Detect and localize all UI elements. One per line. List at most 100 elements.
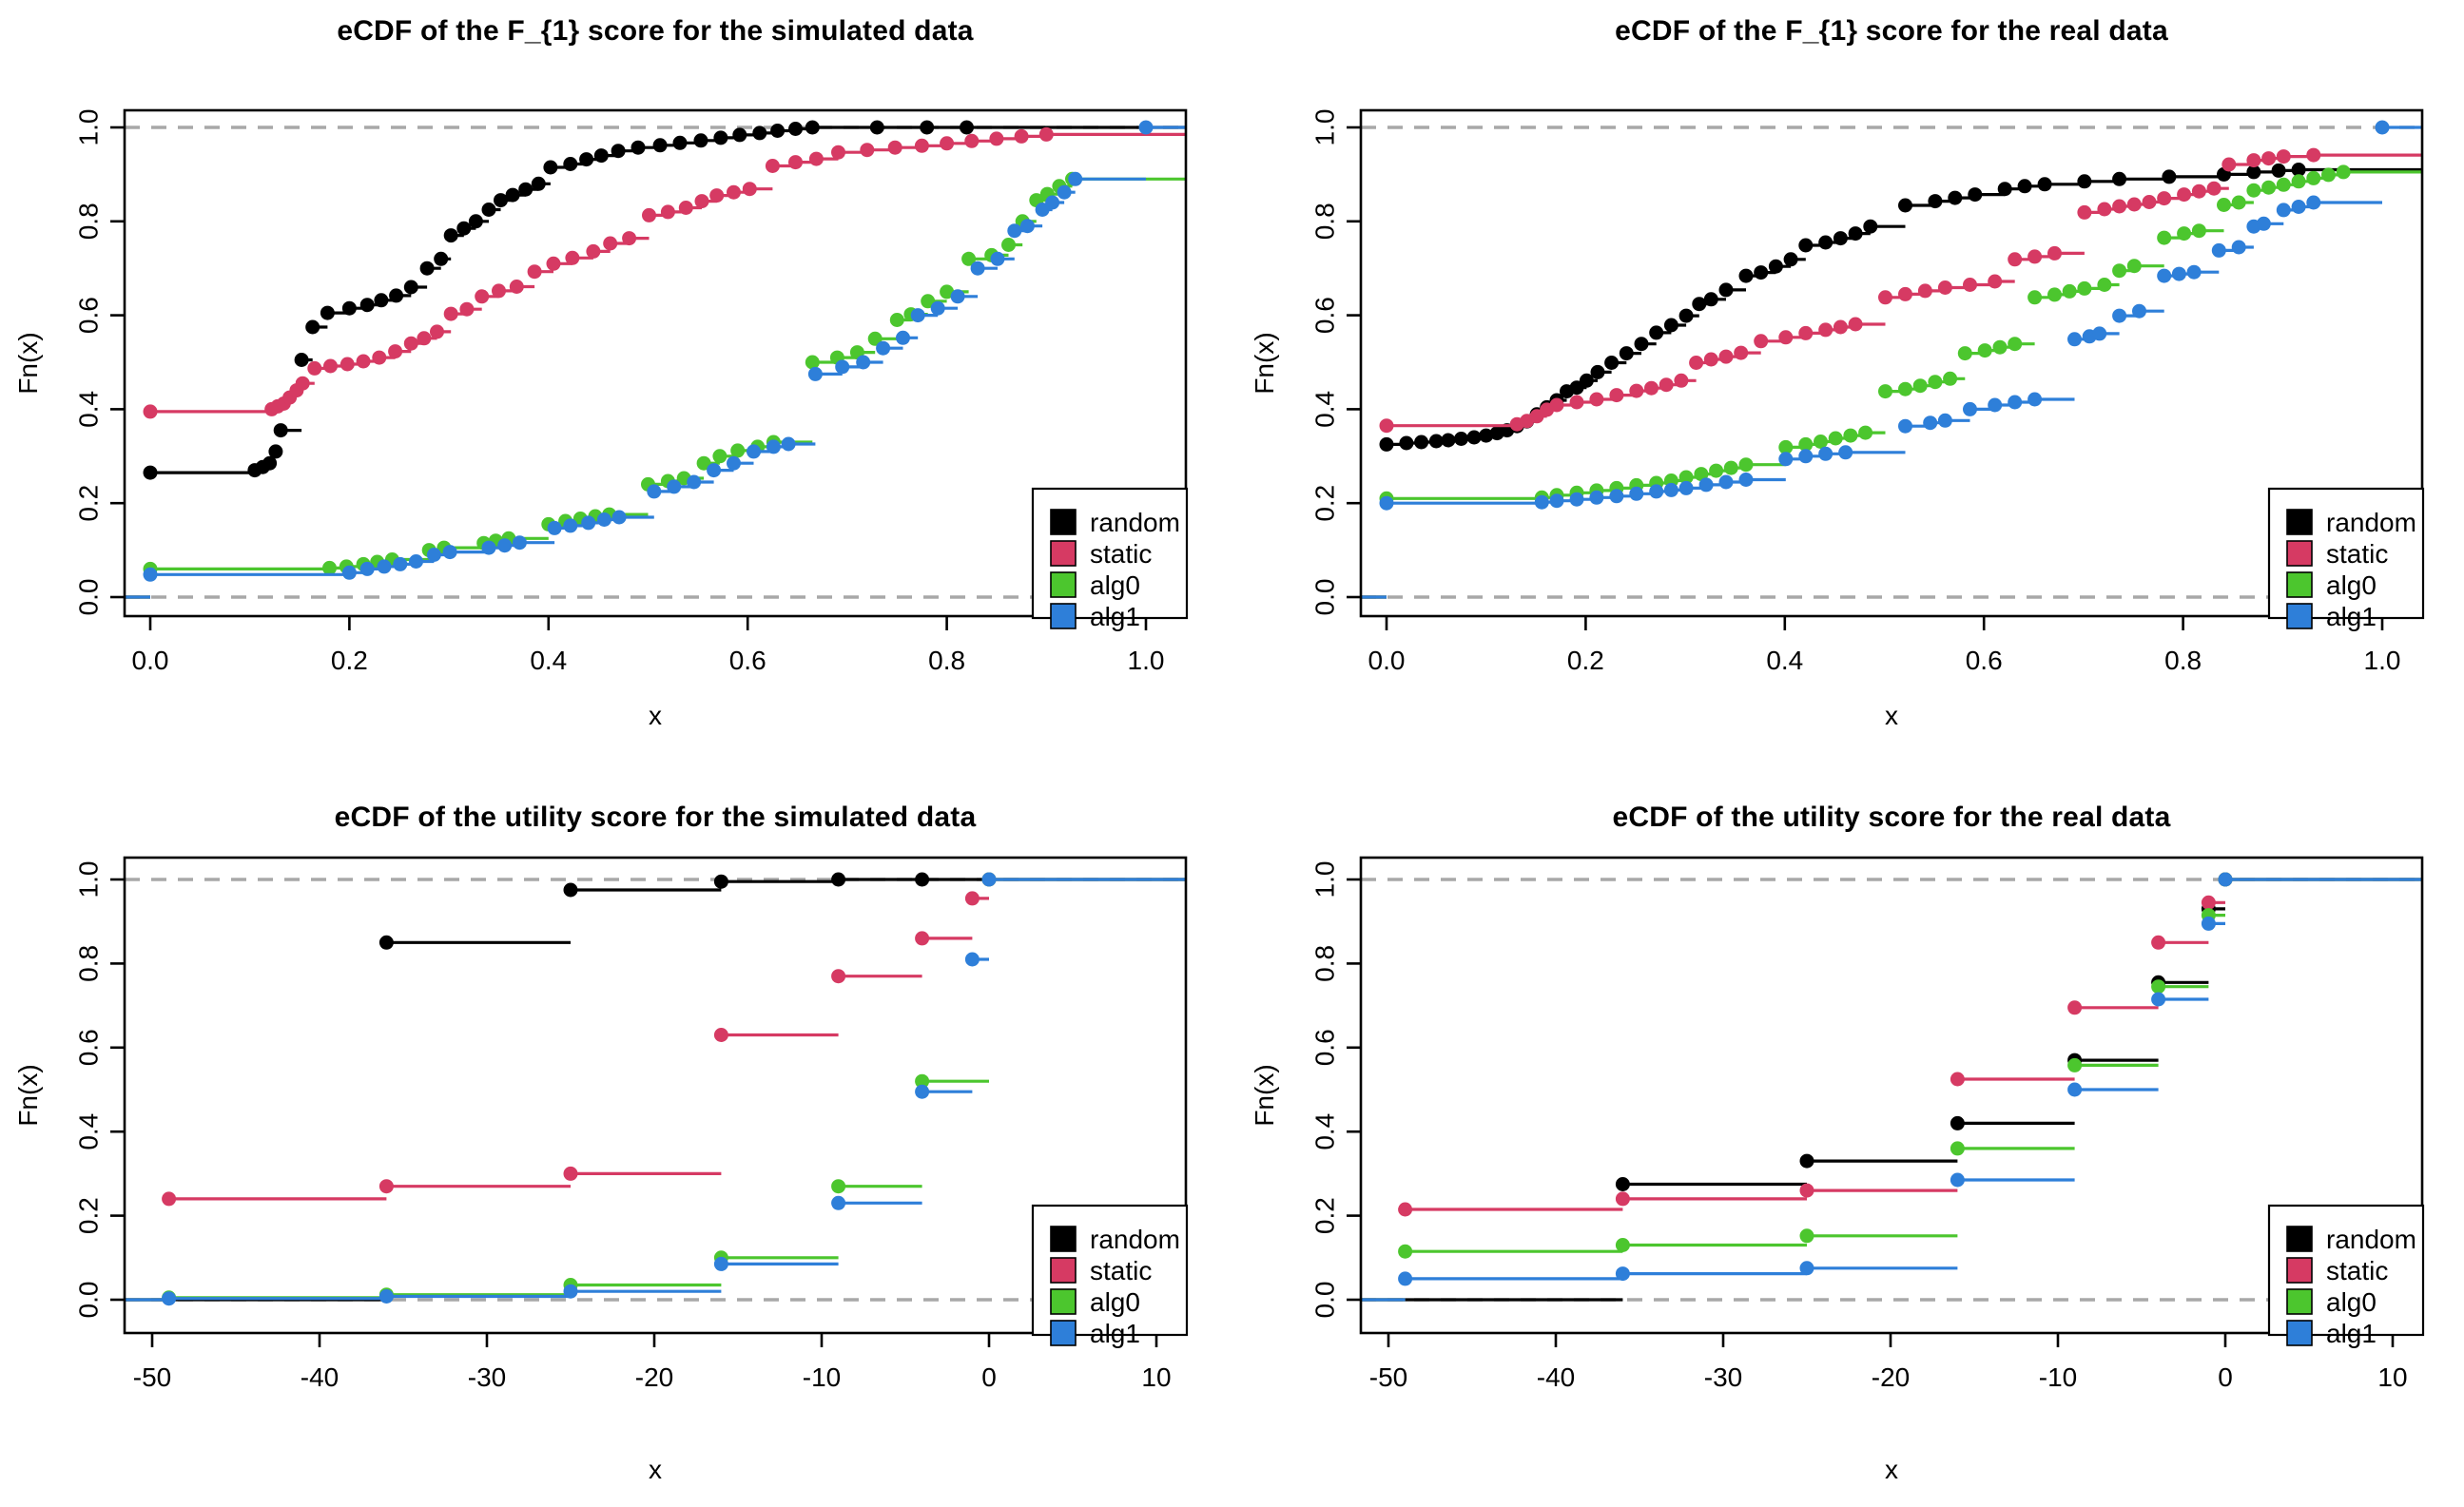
panel-title-top-right: eCDF of the F_{1} score for the real dat… (1615, 15, 2168, 47)
data-point (2186, 264, 2202, 280)
data-point (2231, 195, 2246, 210)
data-point (1799, 1261, 1814, 1276)
legend-label-static: static (1090, 539, 1152, 569)
data-point (1977, 343, 1992, 358)
data-point (1799, 1228, 1814, 1244)
data-point (1590, 364, 1605, 379)
data-point (377, 559, 392, 574)
data-point (543, 160, 558, 175)
x-tick-label: -10 (2039, 1362, 2077, 1392)
data-point (713, 1028, 728, 1042)
data-point (1863, 219, 1878, 234)
data-point (1709, 463, 1724, 478)
y-tick-label: 0.2 (74, 1197, 104, 1234)
data-point (2256, 216, 2271, 231)
data-point (611, 144, 626, 159)
data-point (867, 331, 883, 346)
y-axis-ticks: 0.0 0.2 0.4 0.6 0.8 1.0 (74, 861, 125, 1318)
data-point (2177, 187, 2192, 203)
data-point (2246, 164, 2261, 180)
y-tick-label: 0.0 (1310, 1282, 1340, 1319)
x-axis-label-top-left: x (649, 701, 662, 730)
data-point (1723, 460, 1738, 475)
data-point (374, 293, 389, 308)
data-point (727, 455, 741, 471)
data-point (2126, 259, 2142, 274)
legend-swatch-alg0 (1050, 1288, 1077, 1315)
data-point (1838, 445, 1853, 460)
data-point (1698, 477, 1714, 493)
data-point (2291, 163, 2306, 177)
panel-top-left: 0.0 0.2 0.4 0.6 0.8 1.0 0.0 0.2 0.4 0.6 0.8 1.0 rand… (74, 109, 1189, 675)
data-point (1992, 339, 2008, 355)
data-point (1398, 1271, 1413, 1286)
data-point (1663, 482, 1678, 497)
data-point (660, 204, 675, 220)
data-point (2077, 280, 2092, 296)
data-point (1604, 356, 1620, 370)
data-point (1917, 283, 1932, 299)
data-point (961, 251, 977, 266)
data-point (732, 127, 747, 143)
x-axis-ticks: -50 -40 -30 -20 -10 0 10 (133, 1333, 1172, 1392)
data-point (546, 256, 561, 271)
data-point (2375, 120, 2390, 135)
data-point (2142, 195, 2157, 209)
data-point (1798, 238, 1814, 253)
data-point (889, 313, 904, 327)
series-random-line (125, 126, 1186, 599)
data-point (2047, 245, 2062, 261)
data-point (443, 228, 458, 243)
data-point (459, 301, 475, 317)
data-point (2151, 979, 2166, 995)
data-point (378, 1179, 394, 1194)
data-point (527, 264, 542, 280)
series-alg0-line (125, 177, 1186, 599)
x-tick-label: 0.2 (331, 646, 368, 675)
data-point (2027, 249, 2043, 264)
data-point (430, 324, 444, 339)
x-axis-label-bottom-right: x (1885, 1455, 1898, 1484)
series-random-line (1361, 878, 2422, 1302)
panel-title-bottom-right: eCDF of the utility score for the real d… (1612, 802, 2171, 833)
data-point (1649, 484, 1664, 499)
plot-box (1359, 856, 2424, 1335)
y-tick-label: 1.0 (1310, 109, 1340, 146)
data-point (960, 120, 974, 135)
data-point (1379, 418, 1394, 434)
data-point (563, 882, 578, 898)
series-alg0-points (1379, 164, 2351, 506)
data-point (579, 152, 594, 167)
data-point (964, 891, 980, 906)
data-point (1778, 452, 1794, 467)
series-alg1-line (1361, 878, 2422, 1302)
data-point (1609, 489, 1624, 504)
x-tick-label: -20 (635, 1362, 673, 1392)
x-axis-label-top-right: x (1885, 701, 1898, 730)
data-point (2067, 332, 2082, 347)
data-point (1798, 436, 1814, 452)
data-point (747, 444, 761, 459)
data-point (262, 455, 278, 471)
series-random-points (378, 872, 930, 950)
data-point (294, 353, 309, 367)
data-point (378, 1289, 394, 1304)
data-point (2221, 157, 2237, 172)
data-point (2217, 198, 2231, 212)
x-tick-label: 0.4 (1766, 646, 1803, 675)
legend-swatch-alg1 (1050, 1320, 1077, 1346)
series-static-points (162, 872, 997, 1207)
data-point (2112, 308, 2127, 323)
data-point (1659, 377, 1674, 393)
series-alg1-line (125, 126, 1186, 599)
data-point (456, 221, 472, 236)
data-point (2276, 203, 2291, 218)
data-point (647, 484, 662, 499)
data-point (1912, 378, 1928, 394)
data-point (1703, 352, 1718, 367)
data-point (1579, 373, 1594, 388)
data-point (1754, 334, 1769, 349)
data-point (1963, 278, 1977, 292)
